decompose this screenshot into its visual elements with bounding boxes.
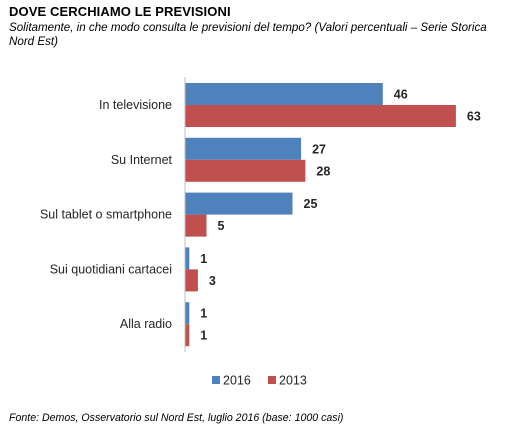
labels-layer: In televisione 46 63 Su Internet 27 28 Sul tab… (40, 88, 481, 343)
source-note: Fonte: Demos, Osservatorio sul Nord Est,… (9, 412, 344, 424)
value-label-2016-alla-radio: 1 (200, 307, 207, 321)
value-label-2013-alla-radio: 1 (200, 329, 207, 343)
bar-2016-sul-tablet-o-smartphone (185, 192, 293, 215)
legend-swatch-2013 (268, 376, 276, 384)
bar-2016-alla-radio (185, 302, 190, 325)
bar-2013-alla-radio (185, 324, 190, 347)
value-label-2013-sui-quotidiani-cartacei: 3 (209, 274, 216, 288)
value-label-2016-su-internet: 27 (312, 142, 326, 156)
value-label-2013-su-internet: 28 (316, 164, 330, 178)
legend-swatch-2016 (212, 376, 220, 384)
legend-label-2013: 2013 (279, 374, 307, 388)
category-label-su-internet: Su Internet (111, 153, 173, 167)
bar-2013-su-internet (185, 159, 306, 182)
bar-2016-in-televisione (185, 83, 383, 105)
category-label-sul-tablet-o-smartphone: Sul tablet o smartphone (40, 208, 172, 222)
value-label-2013-sul-tablet-o-smartphone: 5 (218, 219, 225, 233)
value-label-2013-in-televisione: 63 (467, 110, 481, 124)
bar-2013-sul-tablet-o-smartphone (185, 214, 207, 237)
legend: 2016 2013 (212, 374, 307, 388)
bar-2013-sui-quotidiani-cartacei (185, 269, 198, 292)
chart-subtitle: Solitamente, in che modo consulta le pre… (9, 21, 487, 48)
value-label-2016-in-televisione: 46 (394, 88, 408, 102)
bar-2013-in-televisione (185, 105, 456, 127)
legend-label-2016: 2016 (223, 374, 251, 388)
category-label-alla-radio: Alla radio (120, 317, 172, 331)
chart-title: DOVE CERCHIAMO LE PREVISIONI (9, 4, 231, 19)
bars-layer (185, 83, 456, 347)
value-label-2016-sui-quotidiani-cartacei: 1 (200, 252, 207, 266)
category-label-in-televisione: In televisione (99, 98, 172, 112)
bar-2016-su-internet (185, 137, 302, 160)
bar-2016-sui-quotidiani-cartacei (185, 247, 190, 270)
value-label-2016-sul-tablet-o-smartphone: 25 (304, 197, 318, 211)
category-label-sui-quotidiani-cartacei: Sui quotidiani cartacei (50, 262, 172, 276)
